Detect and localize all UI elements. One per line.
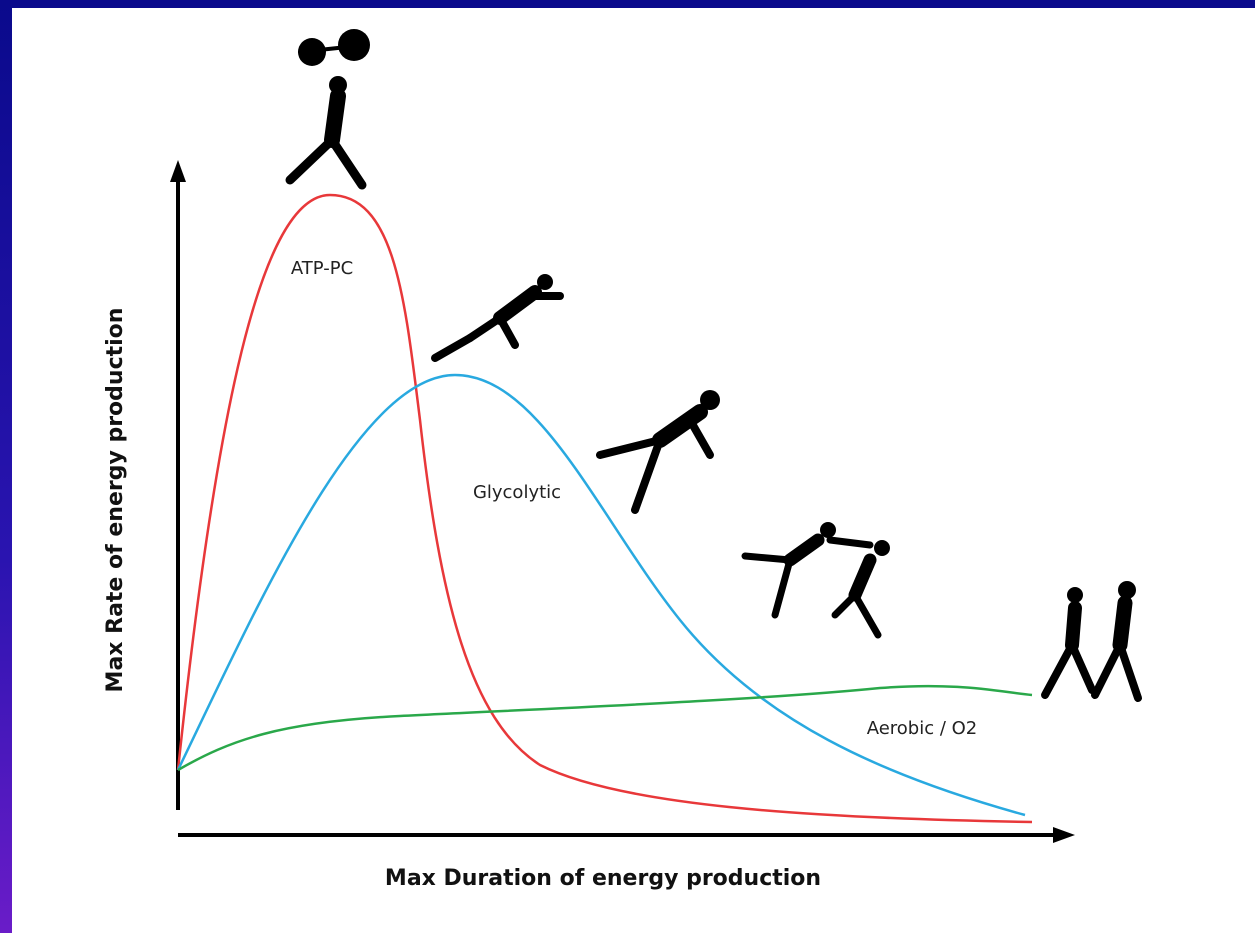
y-axis-label: Max Rate of energy production [103, 308, 128, 693]
curve-label: Glycolytic [473, 482, 561, 503]
diagram: ATP-PC Glycolytic Aerobic / O2 Max Rate … [0, 0, 1255, 933]
curve-label: ATP-PC [291, 258, 353, 279]
x-axis-label: Max Duration of energy production [385, 866, 821, 891]
curve-label: Aerobic / O2 [867, 718, 978, 739]
